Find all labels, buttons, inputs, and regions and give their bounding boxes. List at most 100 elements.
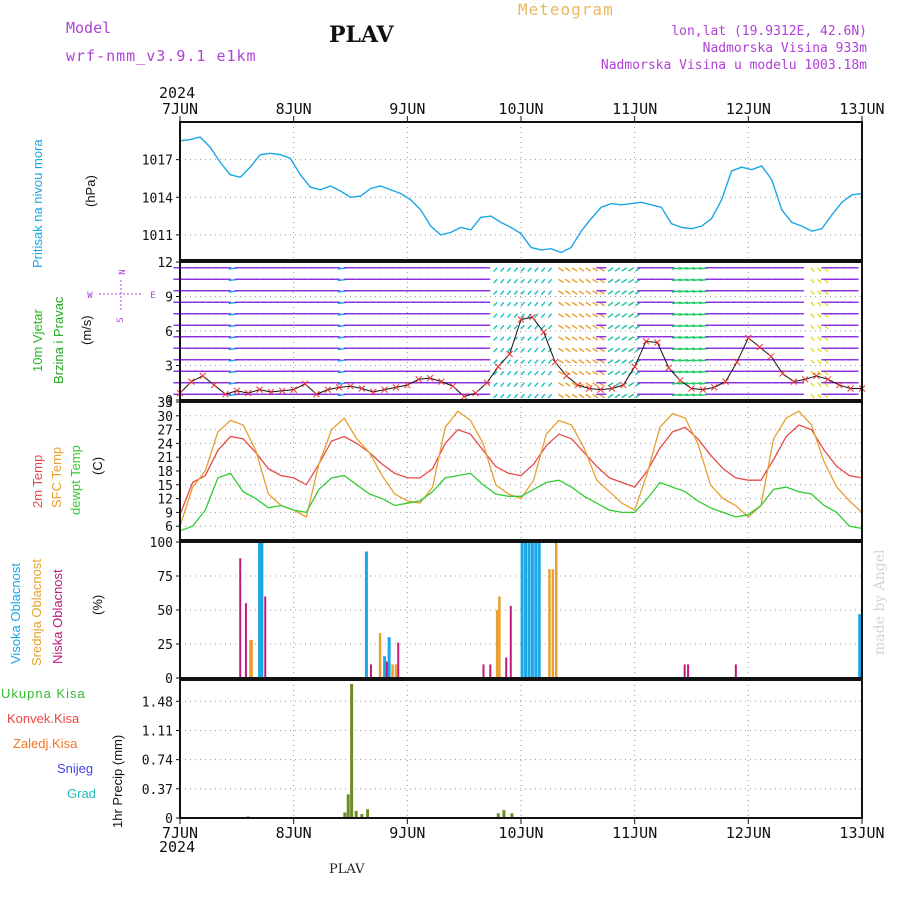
wind-barb	[692, 382, 702, 385]
wind-barb	[500, 393, 505, 399]
wind-barb	[817, 324, 822, 330]
wind-barb	[493, 370, 498, 376]
xtick-label-top: 7JUN	[162, 100, 198, 118]
wind-speed-marker	[415, 375, 423, 383]
ytick-label: 24	[157, 437, 173, 452]
wind-barb	[692, 290, 702, 293]
legend-conv-rain: Konvek.Kisa	[7, 711, 80, 726]
wind-barb	[500, 336, 505, 341]
wind-barb	[621, 336, 628, 341]
wind-barb	[585, 267, 592, 272]
wind-barb	[692, 313, 702, 316]
wind-barb	[628, 313, 634, 318]
ytick-label: 25	[157, 638, 173, 653]
wind-speed-marker	[688, 385, 695, 392]
wind-barb	[810, 290, 815, 295]
wind-barb	[513, 393, 519, 399]
low-cloud-bar	[244, 603, 247, 678]
ytick-label: 3	[165, 360, 173, 375]
wind-barb	[607, 278, 614, 284]
wind-barb	[506, 301, 512, 307]
wind-legend-east: E	[150, 291, 155, 301]
wind-speed-marker	[301, 380, 309, 388]
wind-barb	[592, 267, 599, 272]
mid-cloud-bar	[498, 596, 501, 678]
wind-barb	[692, 278, 702, 282]
wind-barb	[534, 290, 539, 295]
wind-speed-marker	[324, 386, 332, 394]
wind-barb	[547, 313, 553, 318]
wind-barb	[540, 290, 546, 295]
wind-speed-marker	[381, 386, 388, 394]
wind-barb	[500, 347, 505, 353]
year-bottom: 2024	[159, 838, 196, 856]
wind-barb	[540, 359, 546, 364]
ytick-label: 1014	[142, 191, 173, 206]
xtick-label-bottom: 10JUN	[498, 824, 543, 842]
wind-barb	[678, 393, 689, 397]
wind-barb	[558, 278, 564, 284]
wind-barb	[493, 336, 498, 341]
wind-barb	[614, 301, 621, 307]
wind-barb	[628, 301, 634, 307]
ytick-label: 15	[157, 479, 173, 494]
wind-barb	[571, 313, 578, 318]
wind-barb	[817, 382, 822, 387]
wind-barb	[592, 347, 599, 353]
wind-speed-marker	[642, 337, 650, 345]
wind-barb	[578, 313, 585, 318]
panel-frame	[179, 401, 863, 541]
wind-speed-marker	[710, 383, 718, 391]
wind-barb	[527, 393, 532, 399]
wind-barb	[578, 347, 585, 353]
legend-snow: Snijeg	[57, 761, 94, 776]
wind-barb	[506, 290, 512, 295]
meteogram-label: Meteogram	[518, 0, 614, 19]
mid-cloud-bar	[495, 610, 499, 678]
wind-barb	[547, 382, 553, 387]
wind-barb	[817, 301, 822, 307]
wind-barb	[527, 278, 532, 284]
high-cloud-bar	[258, 542, 262, 678]
wind-speed-marker	[676, 377, 684, 384]
wind-barb	[578, 370, 585, 376]
ytick-label: 12	[157, 256, 173, 271]
wind-barb	[547, 278, 553, 284]
wind-barb	[585, 347, 592, 353]
wind-barb	[628, 359, 634, 364]
wind-barb	[500, 290, 505, 295]
wind-speed-marker	[517, 316, 525, 323]
wind-barb	[614, 278, 621, 284]
wind-barb	[628, 278, 634, 284]
wind-speed-marker	[631, 363, 639, 371]
wind-barb	[564, 278, 571, 284]
wind-barb	[621, 290, 628, 295]
wind-barb	[614, 313, 621, 318]
wind-barb	[621, 347, 628, 353]
wind-speed-marker	[222, 390, 229, 398]
wind-barb	[585, 290, 592, 295]
wind-barb	[592, 290, 599, 295]
xtick-label-bottom: 8JUN	[276, 824, 312, 842]
wind-barb	[558, 313, 564, 318]
mid-cloud-bar	[250, 639, 253, 678]
wind-barb	[547, 393, 553, 399]
wind-barb	[564, 347, 571, 353]
wind-barb	[621, 313, 628, 318]
wind-barb	[540, 347, 546, 353]
wind-legend-north: N	[118, 269, 128, 274]
wind-speed-marker	[699, 386, 707, 394]
wind-legend-west: W	[87, 291, 93, 301]
wind-speed-marker	[585, 385, 593, 392]
wind-barb	[540, 313, 546, 318]
wind-barb	[678, 347, 689, 351]
wind-barb	[520, 347, 525, 353]
wind-barb	[592, 324, 599, 330]
wind-speed-marker	[426, 374, 434, 382]
wind-barb	[558, 347, 564, 353]
wind-barb	[534, 359, 539, 364]
xtick-label-top: 10JUN	[498, 100, 543, 118]
wind-barb	[520, 370, 525, 376]
wind-barb	[520, 336, 525, 341]
wind-barb	[534, 336, 539, 341]
